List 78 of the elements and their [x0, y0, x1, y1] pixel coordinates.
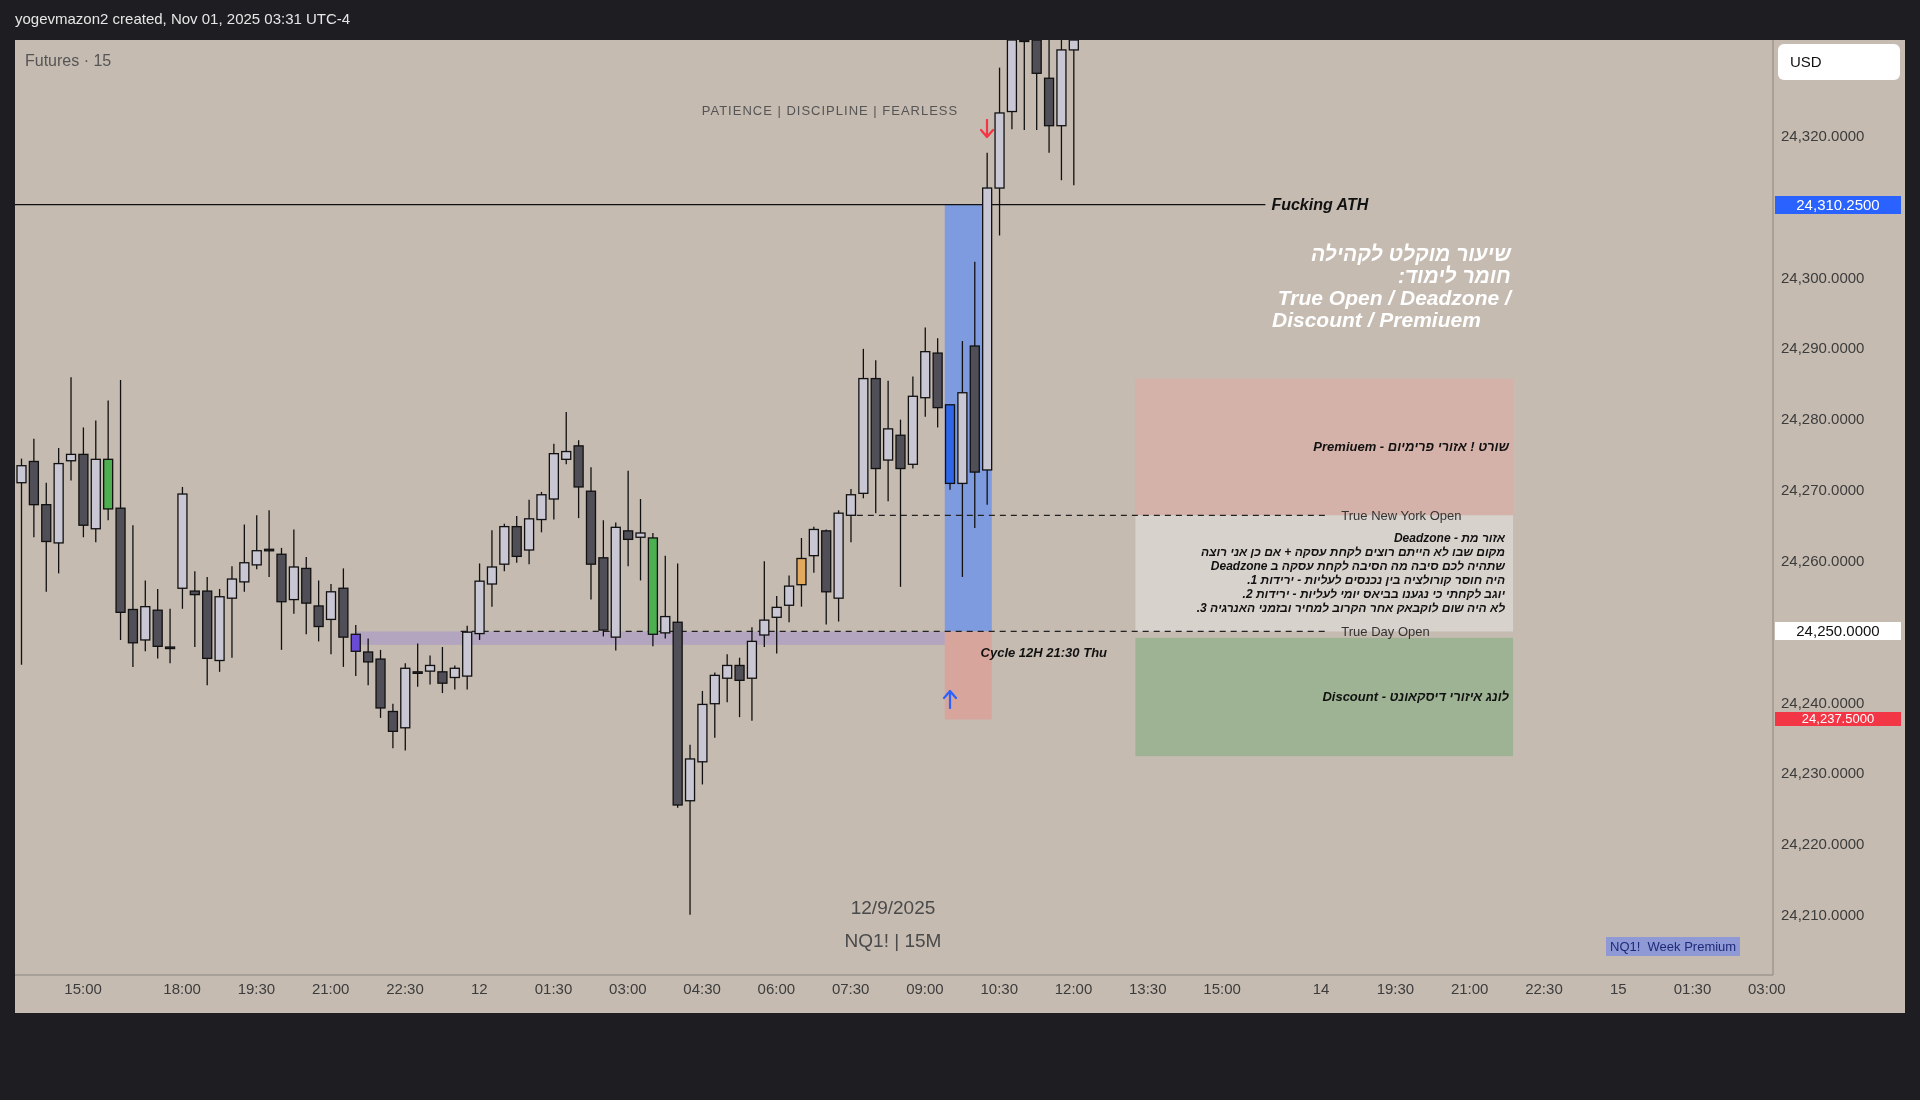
y-tick-label: 24,260.0000 — [1781, 551, 1865, 569]
annotation: NQ1! | 15M — [843, 930, 943, 952]
candlestick — [16, 457, 27, 666]
x-tick-label: 22:30 — [1525, 979, 1563, 997]
x-tick-label: 15:00 — [64, 979, 102, 997]
x-tick-label: 22:30 — [386, 979, 424, 997]
candlestick — [350, 624, 361, 677]
annotation: 12/9/2025 — [849, 897, 937, 919]
ref-line-label: Fucking ATH — [1271, 195, 1369, 214]
x-tick-label: 14 — [1312, 979, 1330, 997]
candlestick — [251, 514, 262, 570]
candlestick — [759, 560, 770, 648]
x-tick-label: 09:00 — [906, 979, 944, 997]
candlestick — [622, 470, 634, 567]
candlestick — [845, 488, 857, 543]
candlestick — [363, 637, 374, 686]
x-tick-label: 12:00 — [1054, 979, 1093, 997]
candlestick — [437, 646, 448, 694]
text: USD — [1790, 52, 1823, 72]
y-tick-label: 24,290.0000 — [1781, 339, 1865, 357]
candlestick — [65, 376, 77, 482]
text: Futures · 15 — [25, 52, 112, 70]
x-tick-label: 19:30 — [237, 979, 276, 997]
y-tick-label: 24,210.0000 — [1781, 906, 1865, 924]
x-tick-label: 18:00 — [163, 979, 201, 997]
band-label: Cycle 12H 21:30 Thu — [980, 644, 1108, 660]
x-tick-label: 10:30 — [980, 979, 1019, 997]
y-tick-label: 24,230.0000 — [1781, 764, 1865, 782]
candlestick — [771, 595, 782, 655]
x-tick-label: 15 — [1609, 979, 1627, 997]
candlestick — [164, 608, 176, 664]
y-tick-label: 24,270.0000 — [1781, 481, 1865, 499]
band-label: אזור מת - Deadzone מקום שבו לא הייתם רוצים לקחת עסקה + אם כן אני רוצה Deadzone שתהיה לכם סיבה מה הסיבה לקחת עסקה ב היה חוסר קורולציה בין נכנסים לעליות - ירידות 1. יוגב לקחתי כי נגענו בביאס יומי לעליות - ירידות 2. לא היה שום לוקבאק אחר הקרוב למחיר ובזמני האנרגיה 3. — [1196, 531, 1506, 616]
candlestick — [449, 664, 460, 691]
ref-line-label: True New York Open — [1341, 507, 1462, 523]
x-tick-label: 03:00 — [1748, 979, 1786, 997]
x-tick-label: 07:30 — [831, 979, 870, 997]
y-tick-label: 24,300.0000 — [1781, 268, 1865, 286]
candlestick — [783, 574, 795, 623]
candlestick — [486, 529, 498, 608]
annotation: NQ1! Week Premium — [1610, 939, 1737, 954]
candlestick — [412, 642, 423, 688]
x-tick-label: 21:00 — [311, 979, 350, 997]
ref-line-label: True Day Open — [1341, 623, 1430, 639]
candlestick — [660, 555, 671, 640]
x-tick-label: 06:00 — [757, 979, 796, 997]
y-tick-label: 24,220.0000 — [1781, 835, 1865, 853]
x-tick-label: 19:30 — [1376, 979, 1415, 997]
x-tick-label: 01:30 — [1673, 979, 1712, 997]
x-tick-label: 13:30 — [1129, 979, 1167, 997]
candlestick — [561, 411, 572, 465]
x-tick-label: 03:00 — [609, 979, 647, 997]
candlestick — [313, 579, 324, 643]
candlestick — [424, 654, 436, 686]
x-tick-label: 12 — [470, 979, 488, 997]
candlestick — [635, 498, 646, 582]
text: yogevmazon2 created, Nov 01, 2025 03:31 UTC-4 — [15, 10, 351, 27]
text: 24,237.5000 — [1775, 711, 1901, 727]
text: 24,250.0000 — [1775, 622, 1901, 641]
x-tick-label: 21:00 — [1450, 979, 1489, 997]
candlestick — [734, 657, 745, 718]
band-label: לונג איזורי דיסקאונט - Discount — [1322, 688, 1510, 704]
x-tick-label: 01:30 — [534, 979, 573, 997]
x-tick-label: 15:00 — [1203, 979, 1241, 997]
y-tick-label: 24,240.0000 — [1781, 693, 1865, 711]
candlestick — [722, 653, 733, 703]
text: PATIENCE | DISCIPLINE | FEARLESS — [700, 103, 960, 118]
y-tick-label: 24,280.0000 — [1781, 410, 1865, 428]
candlestick — [189, 570, 200, 648]
candlestick — [226, 565, 238, 659]
candlestick — [1068, 40, 1079, 186]
candlestick — [1019, 40, 1030, 131]
text: 24,310.2500 — [1775, 195, 1901, 214]
x-tick-label: 04:30 — [683, 979, 721, 997]
band-label: שורט ! אזורי פרימיום - Premiuem — [1313, 438, 1510, 454]
candlestick — [239, 523, 250, 593]
y-tick-label: 24,320.0000 — [1781, 126, 1865, 144]
candlestick — [387, 703, 399, 749]
